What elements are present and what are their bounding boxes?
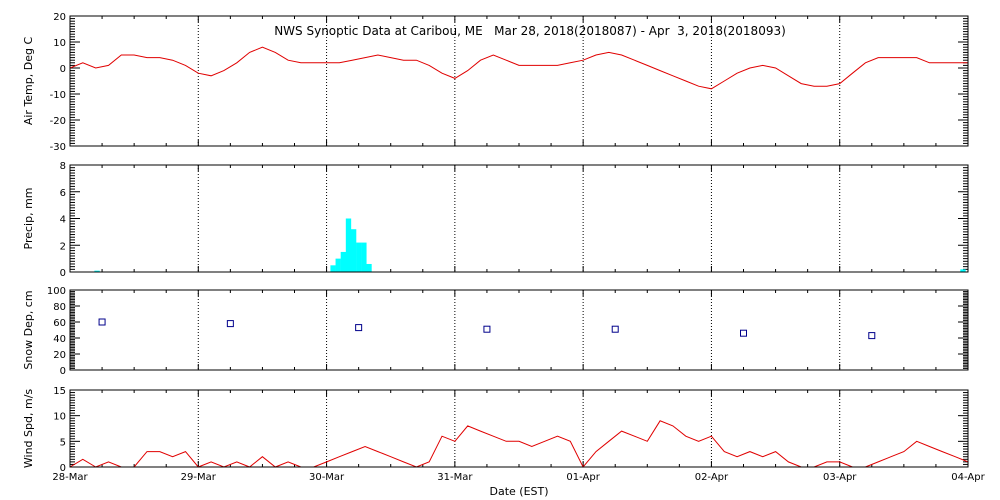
panel-precip-bar xyxy=(960,269,966,272)
panel-precip-bar xyxy=(366,263,372,272)
panel-precip-bar xyxy=(335,258,341,272)
panel-temp-frame xyxy=(69,15,969,147)
panel-precip-ytick-label: 8 xyxy=(60,161,66,172)
panel-snow-point xyxy=(355,324,363,332)
panel-temp-ytick-label: -30 xyxy=(50,142,66,153)
panel-wind-ytick-label: 15 xyxy=(53,386,66,397)
panel-snow-ytick-label: 0 xyxy=(60,366,66,377)
panel-precip-bar xyxy=(356,242,362,272)
panel-snow-ytick-label: 60 xyxy=(53,318,66,329)
panel-snow-point xyxy=(483,325,491,333)
panel-snow-point xyxy=(226,320,234,328)
panel-temp-ytick-label: -20 xyxy=(50,116,66,127)
panel-snow-point xyxy=(868,332,876,340)
panel-precip-ylabel: Precip, mm xyxy=(22,188,35,250)
panel-snow: 0 20 40 60 80 100 Snow Dep, cm xyxy=(22,286,969,377)
panel-precip: 0 2 4 6 8 Precip, mm xyxy=(22,161,969,279)
panel-snow-ytick-label: 40 xyxy=(53,334,66,345)
chart-title: NWS Synoptic Data at Caribou, ME Mar 28,… xyxy=(274,24,786,38)
panel-temp-series-line xyxy=(69,46,968,90)
panel-temp-ytick-label: 10 xyxy=(53,38,66,49)
panel-temp: -30 -20 -10 0 10 20 Air Temp, Deg C xyxy=(22,12,969,153)
panel-wind: 0 5 10 15 Wind Spd, m/s xyxy=(22,386,969,474)
panel-snow-point xyxy=(740,329,747,337)
x-tick-label: 29-Mar xyxy=(181,472,217,483)
panel-precip-bar xyxy=(94,270,100,272)
panel-precip-ytick-label: 6 xyxy=(60,188,66,199)
panel-precip-bar xyxy=(340,251,347,272)
panel-precip-bar xyxy=(350,229,357,272)
panel-precip-bar xyxy=(345,218,352,272)
x-tick-label: 28-Mar xyxy=(52,472,88,483)
x-tick-label: 01-Apr xyxy=(566,472,600,483)
x-tick-label: 04-Apr xyxy=(951,472,985,483)
panel-wind-series-line xyxy=(69,420,969,468)
panel-wind-ylabel: Wind Spd, m/s xyxy=(22,389,35,469)
panel-wind-frame xyxy=(69,389,969,468)
panel-precip-frame xyxy=(69,164,969,273)
panel-snow-point xyxy=(611,325,619,333)
panel-snow-frame xyxy=(69,289,969,371)
x-tick-label: 02-Apr xyxy=(695,472,729,483)
panel-snow-point xyxy=(98,318,106,326)
panel-snow-ytick-label: 100 xyxy=(47,286,66,297)
panel-wind-ytick-label: 0 xyxy=(60,463,66,474)
x-axis-title: Date (EST) xyxy=(489,485,548,498)
panel-snow-ytick-label: 80 xyxy=(53,302,66,313)
panel-snow-ytick-label: 20 xyxy=(53,350,66,361)
panel-precip-ytick-label: 0 xyxy=(60,268,66,279)
panel-temp-ytick-label: 20 xyxy=(53,12,66,23)
panel-precip-ytick-label: 2 xyxy=(60,241,66,252)
panels-group: -30 -20 -10 0 10 20 Air Temp, Deg C 0 2 4 6 8 Precip… xyxy=(22,12,969,474)
panel-snow-ylabel: Snow Dep, cm xyxy=(22,290,35,369)
panel-temp-ytick-label: -10 xyxy=(50,90,66,101)
panel-precip-ytick-label: 4 xyxy=(60,215,66,226)
panel-precip-bar xyxy=(330,265,336,272)
x-tick-labels: 28-Mar 29-Mar 30-Mar 31-Mar 01-Apr 02-Apr 03-A… xyxy=(52,472,985,483)
panel-temp-ylabel: Air Temp, Deg C xyxy=(22,37,35,126)
panel-wind-ytick-label: 10 xyxy=(53,412,66,423)
x-tick-label: 31-Mar xyxy=(437,472,473,483)
panel-temp-ytick-label: 0 xyxy=(60,64,66,75)
panel-precip-bar xyxy=(361,242,367,272)
x-tick-label: 03-Apr xyxy=(823,472,857,483)
panel-wind-ytick-label: 5 xyxy=(60,437,66,448)
x-tick-label: 30-Mar xyxy=(309,472,345,483)
